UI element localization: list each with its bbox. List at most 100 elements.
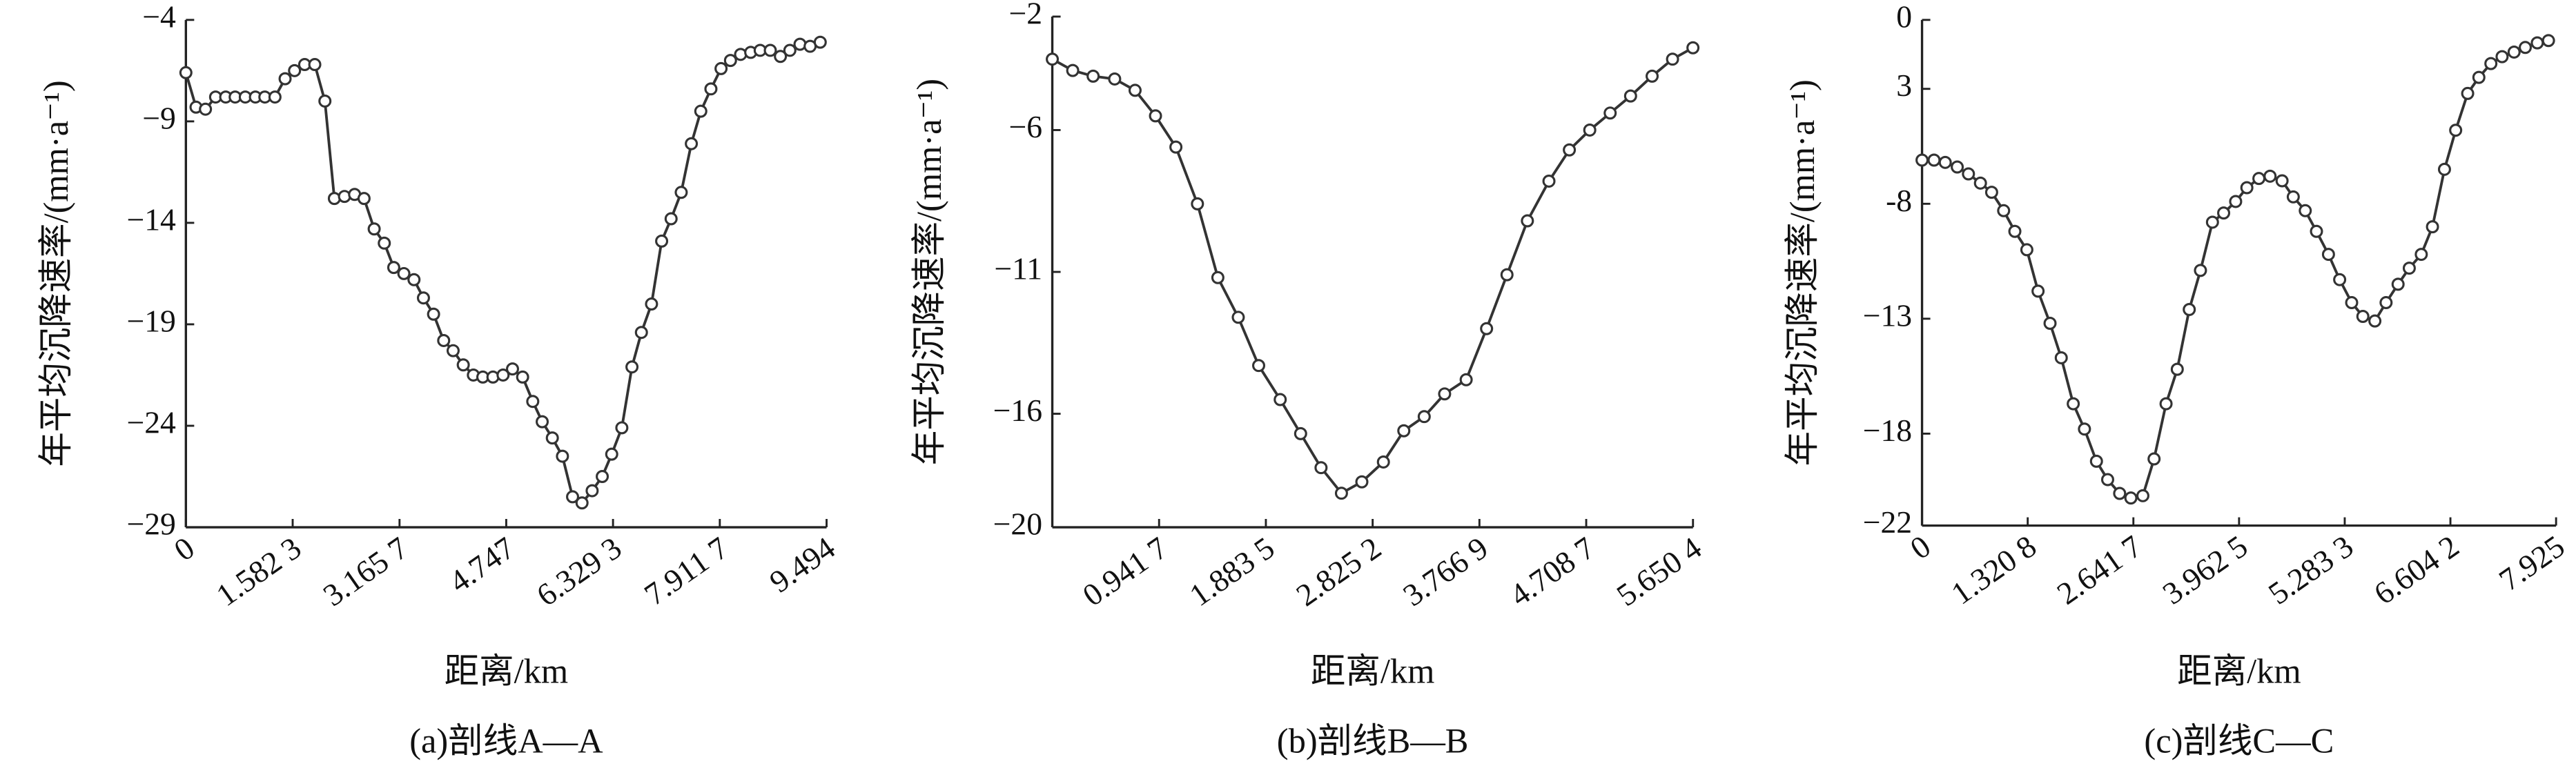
profile-line — [184, 41, 821, 505]
y-tick-label: −14 — [126, 202, 176, 237]
y-tick-label: −20 — [993, 507, 1042, 542]
data-point — [308, 58, 322, 72]
data-point — [813, 35, 827, 49]
y-axis-label: 年平均沉降速率/(mm·a⁻¹) — [910, 79, 948, 465]
x-tick-label: 7.925 — [2492, 528, 2570, 598]
data-point — [1962, 167, 1975, 181]
data-point — [2205, 215, 2219, 229]
data-point — [1951, 160, 1964, 174]
y-axis-label: 年平均沉降速率/(mm·a⁻¹) — [37, 80, 75, 467]
data-point — [427, 307, 440, 321]
x-tick-label: 6.329 3 — [530, 530, 628, 613]
data-point — [2136, 489, 2149, 502]
data-point — [2449, 124, 2463, 137]
x-tick-label: 4.708 7 — [1503, 530, 1601, 613]
data-point — [416, 291, 430, 305]
y-tick-label: −9 — [142, 100, 176, 135]
data-point — [605, 447, 618, 461]
x-tick-label: 3.165 7 — [317, 530, 415, 613]
data-point — [1334, 487, 1348, 500]
data-point — [566, 490, 580, 504]
data-point — [446, 344, 460, 357]
data-point — [2078, 422, 2091, 436]
y-axis-label: 年平均沉降速率/(mm·a⁻¹) — [1783, 79, 1822, 466]
data-point — [357, 192, 371, 206]
data-point — [1086, 69, 1100, 83]
data-point — [1231, 311, 1245, 324]
data-point — [575, 496, 589, 510]
x-tick-label: 4.747 — [442, 530, 520, 600]
data-point — [704, 82, 718, 96]
data-point — [2519, 41, 2533, 55]
x-tick-label: 0.941 7 — [1076, 530, 1174, 613]
data-point — [1397, 424, 1411, 438]
x-tick-label: 2.825 2 — [1289, 530, 1387, 613]
data-point — [2402, 262, 2416, 275]
data-point — [556, 449, 569, 463]
data-point — [288, 63, 302, 77]
x-axis-label: 距离/km — [1311, 651, 1435, 690]
y-tick-label: −24 — [126, 404, 176, 440]
panel-caption: (c)剖线C—C — [2144, 721, 2334, 760]
data-point — [278, 72, 292, 86]
data-point — [2426, 220, 2439, 234]
data-point — [1973, 176, 1987, 190]
data-point — [318, 94, 332, 108]
data-point — [268, 90, 282, 104]
data-point — [437, 333, 451, 347]
data-point — [2530, 36, 2544, 50]
y-tick-label: −19 — [126, 303, 175, 338]
data-point — [2437, 162, 2451, 176]
profile-line — [1922, 39, 2549, 500]
data-point — [2124, 491, 2138, 505]
data-point — [387, 261, 400, 275]
y-tick-label: 0 — [1896, 0, 1912, 34]
data-point — [2020, 243, 2033, 257]
x-axis-label: 距离/km — [2177, 651, 2301, 690]
data-point — [1108, 72, 1122, 86]
data-point — [615, 421, 629, 435]
data-point — [1459, 373, 1473, 386]
x-tick-label: 9.494 — [763, 530, 841, 600]
data-point — [1480, 322, 1494, 335]
data-point — [674, 186, 688, 199]
data-point — [1274, 393, 1287, 406]
data-point — [625, 360, 639, 374]
data-point — [1542, 174, 1556, 188]
data-point — [2067, 397, 2080, 411]
data-point — [1046, 52, 1060, 66]
data-point — [2321, 248, 2335, 262]
y-tick-label: −22 — [1863, 504, 1912, 540]
profile-line — [1051, 46, 1694, 495]
panel-caption: (a)剖线A—A — [409, 721, 603, 760]
data-point — [694, 104, 708, 118]
data-point — [2100, 473, 2114, 487]
x-tick-label: 2.641 7 — [2051, 528, 2149, 611]
data-point — [1438, 387, 1452, 401]
y-tick-label: 3 — [1896, 68, 1912, 103]
data-point — [2263, 169, 2277, 183]
data-point — [1169, 140, 1183, 154]
x-tick-label: 1.582 3 — [210, 530, 308, 613]
data-point — [2031, 284, 2045, 298]
data-point — [2286, 190, 2300, 204]
data-point — [664, 212, 678, 226]
data-point — [596, 470, 609, 483]
data-point — [2089, 454, 2103, 468]
data-point — [2541, 34, 2555, 48]
x-tick-label: 0 — [168, 530, 201, 568]
data-point — [2333, 273, 2347, 286]
data-point — [1294, 426, 1307, 440]
data-point — [496, 368, 510, 382]
data-point — [1355, 475, 1369, 489]
data-point — [2043, 317, 2057, 330]
data-point — [2170, 362, 2184, 376]
data-point — [1500, 268, 1514, 282]
data-point — [526, 395, 540, 409]
data-point — [1252, 359, 1266, 373]
data-point — [1563, 143, 1577, 157]
data-point — [2299, 204, 2312, 217]
data-point — [723, 54, 737, 68]
